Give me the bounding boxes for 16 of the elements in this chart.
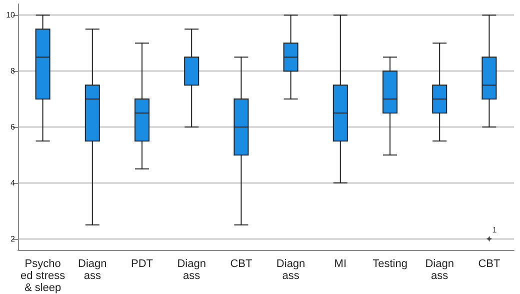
x-tick-label: Diagn ass (177, 258, 206, 282)
annotation: 1 (492, 225, 498, 234)
x-tick-label: CBT (230, 258, 252, 270)
x-tick-label: CBT (478, 258, 500, 270)
y-tick-label: 6 (10, 122, 16, 132)
x-tick-label: Diagn ass (78, 258, 107, 282)
x-tick-label: Testing (372, 258, 408, 270)
x-tick-label: Diagn ass (425, 258, 454, 282)
x-tick-label: Psycho ed stress & sleep (20, 258, 66, 294)
x-tick-label: Diagn ass (276, 258, 306, 282)
y-tick-label: 4 (10, 178, 16, 188)
x-tick-label: MI (334, 258, 347, 270)
x-tick-label: PDT (131, 258, 154, 270)
y-tick-label: 2 (10, 234, 16, 244)
y-tick-label: 8 (10, 66, 16, 76)
y-tick-label: 10 (6, 10, 16, 20)
